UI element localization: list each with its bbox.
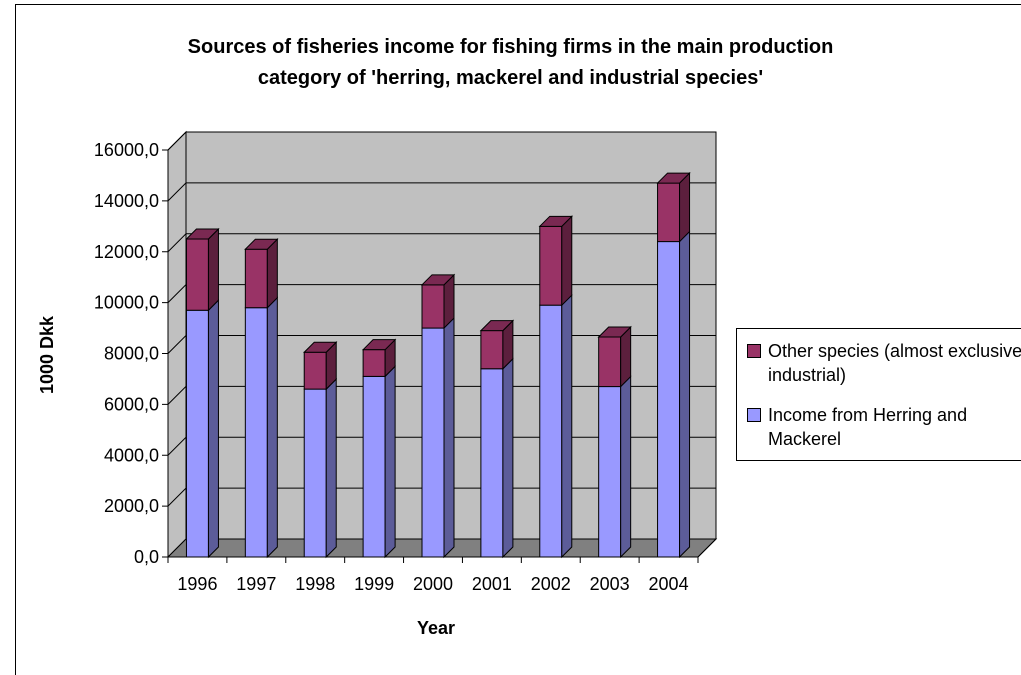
bar-top-other-species-2001	[479, 320, 515, 332]
bars	[185, 171, 691, 559]
y-tick-label: 16000,0	[94, 140, 159, 160]
gridline	[167, 131, 716, 151]
chart-title-line-1: Sources of fisheries income for fishing …	[187, 36, 834, 58]
x-axis-title: Year	[417, 618, 455, 638]
bar-herring-mackerel-2001	[480, 368, 504, 558]
bar-stack-1997	[244, 237, 279, 559]
bar-stack-1996	[185, 227, 220, 559]
bar-stack-2002	[538, 215, 573, 559]
x-tick-label: 1996	[177, 574, 217, 594]
bar-top-other-species-2004	[656, 172, 691, 184]
y-tick-label: 10000,0	[94, 293, 159, 313]
bar-side-other-species-2002	[561, 215, 573, 307]
bar-other-species-1998	[303, 351, 327, 390]
x-tick-label: 1998	[295, 574, 335, 594]
bar-herring-mackerel-1999	[362, 375, 386, 558]
x-tick-label: 1999	[354, 574, 394, 594]
chart-frame	[15, 4, 1021, 675]
floor-edge	[697, 538, 717, 558]
bar-side-herring-mackerel-1997	[266, 296, 278, 559]
bar-stack-1999	[361, 338, 397, 559]
bar-herring-mackerel-2002	[539, 304, 563, 558]
bar-side-herring-mackerel-2001	[502, 357, 514, 559]
bar-side-herring-mackerel-2000	[443, 316, 455, 559]
y-axis-title: 1000 Dkk	[37, 315, 57, 394]
bar-side-herring-mackerel-1998	[325, 377, 337, 559]
bar-other-species-1996	[185, 238, 209, 311]
x-tick-label: 2004	[649, 574, 689, 594]
x-tick-label: 2000	[413, 574, 453, 594]
x-tick-label: 2002	[531, 574, 571, 594]
y-tick-label: 6000,0	[104, 394, 159, 414]
x-tick-label: 2003	[590, 574, 630, 594]
y-tick-label: 14000,0	[94, 191, 159, 211]
bar-side-herring-mackerel-2002	[561, 293, 573, 559]
bar-herring-mackerel-1998	[303, 388, 327, 558]
bar-other-species-2004	[657, 182, 681, 243]
chart-title: Sources of fisheries income for fishing …	[0, 32, 1021, 94]
bar-herring-mackerel-2004	[657, 241, 681, 558]
bar-other-species-2003	[598, 336, 622, 388]
bar-stack-2003	[597, 325, 632, 559]
bar-top-other-species-1999	[361, 339, 397, 351]
chart-title-line-2: category of 'herring, mackerel and indus…	[257, 67, 764, 89]
bar-stack-2001	[479, 319, 515, 559]
x-tick-labels: 1996 1997 1998 1999 2000 2001 2002 2003 2004	[177, 574, 688, 594]
y-tick-label: 4000,0	[104, 445, 159, 465]
bar-top-other-species-1996	[185, 228, 220, 240]
bar-top-other-species-2000	[420, 274, 456, 286]
bar-top-other-species-1997	[244, 238, 279, 250]
bar-other-species-1997	[244, 248, 268, 309]
y-tick-label: 8000,0	[104, 344, 159, 364]
bar-other-species-2002	[539, 225, 563, 306]
legend-item-herring-mackerel: Income from Herring and Mackerel	[747, 403, 1021, 451]
bar-herring-mackerel-2000	[421, 327, 445, 558]
bar-stack-2000	[420, 273, 456, 559]
y-tick-label: 2000,0	[104, 496, 159, 516]
bar-stack-2004	[656, 171, 691, 559]
bar-top-other-species-2002	[538, 215, 573, 227]
x-tick-label: 2001	[472, 574, 512, 594]
axes	[162, 149, 717, 563]
bar-side-herring-mackerel-2004	[679, 230, 691, 559]
bar-herring-mackerel-2003	[598, 386, 622, 558]
bar-top-other-species-1998	[303, 341, 338, 353]
bar-stack-1998	[303, 341, 338, 559]
bar-side-herring-mackerel-1996	[207, 299, 219, 559]
y-tick-labels: 0,0 2000,0 4000,0 6000,0 8000,0 10000,0 12000,…	[94, 140, 159, 567]
bar-side-other-species-2004	[679, 171, 691, 243]
legend-item-other-species: Other species (almost exclusively indust…	[747, 339, 1021, 387]
y-tick-label: 12000,0	[94, 242, 159, 262]
legend-swatch-herring-mackerel	[747, 408, 761, 422]
bar-other-species-2001	[480, 330, 504, 370]
bar-side-herring-mackerel-2003	[620, 375, 632, 559]
bar-other-species-2000	[421, 284, 445, 329]
x-tick-label: 1997	[236, 574, 276, 594]
bar-other-species-1999	[362, 349, 386, 377]
bar-side-herring-mackerel-1999	[384, 365, 396, 559]
legend-label-other-species: Other species (almost exclusively indust…	[768, 341, 1021, 385]
legend-swatch-other-species	[747, 344, 761, 358]
bar-top-other-species-2003	[597, 326, 632, 338]
bar-herring-mackerel-1997	[244, 307, 268, 558]
bar-herring-mackerel-1996	[185, 309, 209, 558]
bar-side-other-species-1997	[266, 237, 278, 309]
legend-label-herring-mackerel: Income from Herring and Mackerel	[768, 405, 968, 449]
legend: Other species (almost exclusively indust…	[736, 328, 1021, 461]
gridline	[167, 182, 716, 202]
bar-side-other-species-1996	[207, 227, 219, 312]
y-tick-label: 0,0	[134, 547, 159, 567]
